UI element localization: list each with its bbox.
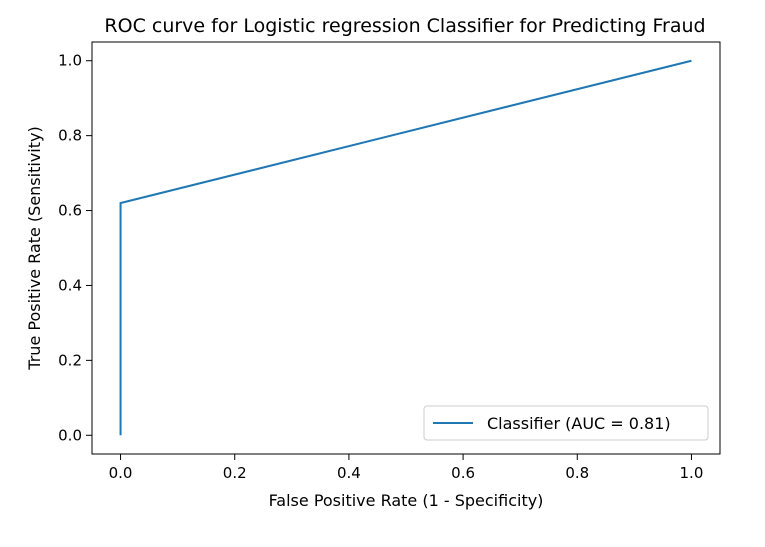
- legend-box: [423, 405, 709, 441]
- legend: Classifier (AUC = 0.81): [423, 405, 709, 441]
- x-tick-label: 1.0: [680, 464, 704, 482]
- y-tick-label: 0.8: [58, 127, 82, 145]
- series-layer: [119, 59, 692, 436]
- x-tick-label: 0.4: [337, 464, 361, 482]
- x-tick-label: 0.6: [451, 464, 475, 482]
- y-tick-label: 0.4: [58, 276, 82, 294]
- y-tick-label: 0.6: [58, 202, 82, 220]
- legend-label-classifier: Classifier (AUC = 0.81): [487, 414, 671, 433]
- x-tick-label: 0.2: [223, 464, 247, 482]
- x-axis-label: False Positive Rate (1 - Specificity): [269, 491, 544, 510]
- x-tick-label: 0.8: [565, 464, 589, 482]
- y-tick-label: 1.0: [58, 52, 82, 70]
- x-axis-ticks: 0.0 0.2 0.4 0.6 0.8 1.0: [109, 454, 704, 482]
- plot-frame: [91, 41, 721, 455]
- plot-area: [92, 42, 720, 454]
- x-tick-label: 0.0: [109, 464, 133, 482]
- roc-curve-line: [119, 59, 692, 436]
- chart-title: ROC curve for Logistic regression Classi…: [104, 15, 705, 37]
- y-tick-label: 0.2: [58, 351, 82, 369]
- y-axis-label: True Positive Rate (Sensitivity): [25, 126, 44, 370]
- y-tick-label: 0.0: [58, 426, 82, 444]
- y-axis-ticks: 0.0 0.2 0.4 0.6 0.8 1.0: [58, 52, 92, 444]
